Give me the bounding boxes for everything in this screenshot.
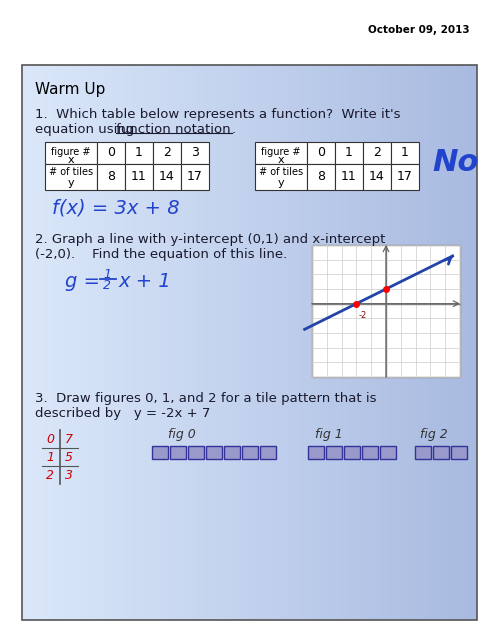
Text: No: No [432, 148, 479, 177]
Bar [260, 446, 276, 459]
Text: 0: 0 [107, 147, 115, 159]
Text: f(x) = 3x + 8: f(x) = 3x + 8 [52, 198, 180, 217]
Bar [153, 164, 181, 190]
Text: fig 1: fig 1 [315, 428, 343, 441]
Text: 0: 0 [46, 433, 54, 446]
Text: 1: 1 [401, 147, 409, 159]
Text: y: y [68, 178, 74, 188]
Bar [307, 142, 335, 164]
Bar [97, 164, 125, 190]
Bar [308, 446, 324, 459]
Text: 2: 2 [103, 279, 111, 292]
Text: 2: 2 [163, 147, 171, 159]
Bar [45, 164, 97, 190]
Text: Warm Up: Warm Up [35, 82, 105, 97]
Text: x: x [68, 155, 74, 165]
Text: # of tiles: # of tiles [49, 167, 93, 177]
Text: 11: 11 [341, 170, 357, 184]
Bar [224, 446, 240, 459]
Text: x + 1: x + 1 [118, 272, 171, 291]
Bar [153, 142, 181, 164]
Text: October 09, 2013: October 09, 2013 [368, 25, 470, 35]
Bar [188, 446, 204, 459]
Text: 3: 3 [65, 469, 73, 482]
Bar [45, 142, 97, 164]
Bar [335, 164, 363, 190]
Bar [451, 446, 467, 459]
Text: function notation: function notation [116, 123, 231, 136]
Bar [335, 142, 363, 164]
Text: 11: 11 [131, 170, 147, 184]
Text: 2. Graph a line with y-intercept (0,1) and x-intercept: 2. Graph a line with y-intercept (0,1) a… [35, 233, 386, 246]
Bar [391, 142, 419, 164]
Bar [363, 164, 391, 190]
Bar [255, 142, 307, 164]
Text: g =: g = [65, 272, 106, 291]
Text: .: . [232, 123, 236, 136]
Text: 1: 1 [103, 268, 111, 281]
Text: y: y [278, 178, 284, 188]
Text: described by   y = -2x + 7: described by y = -2x + 7 [35, 407, 210, 420]
Bar [344, 446, 360, 459]
Bar [391, 164, 419, 190]
Bar [242, 446, 258, 459]
Text: 14: 14 [159, 170, 175, 184]
Text: 8: 8 [317, 170, 325, 184]
Text: fig 2: fig 2 [420, 428, 448, 441]
Bar [22, 65, 477, 620]
Text: figure #: figure # [261, 147, 301, 157]
Bar [380, 446, 396, 459]
Bar [181, 142, 209, 164]
Text: # of tiles: # of tiles [259, 167, 303, 177]
Text: 1: 1 [345, 147, 353, 159]
Bar [170, 446, 186, 459]
Text: 1: 1 [135, 147, 143, 159]
Text: 14: 14 [369, 170, 385, 184]
Text: 0: 0 [317, 147, 325, 159]
Bar [433, 446, 449, 459]
Bar [415, 446, 431, 459]
Bar [125, 142, 153, 164]
Text: (-2,0).    Find the equation of this line.: (-2,0). Find the equation of this line. [35, 248, 287, 261]
Bar [206, 446, 222, 459]
Text: 5: 5 [65, 451, 73, 464]
Bar [152, 446, 168, 459]
Text: 8: 8 [107, 170, 115, 184]
Bar [255, 164, 307, 190]
Text: 17: 17 [397, 170, 413, 184]
Text: equation using: equation using [35, 123, 139, 136]
Bar [363, 142, 391, 164]
Bar [181, 164, 209, 190]
Bar [362, 446, 378, 459]
Text: 1: 1 [46, 451, 54, 464]
Bar [312, 245, 460, 377]
Text: -2: -2 [358, 310, 367, 319]
Text: 7: 7 [65, 433, 73, 446]
Text: 1.  Which table below represents a function?  Write it's: 1. Which table below represents a functi… [35, 108, 400, 121]
Text: 2: 2 [46, 469, 54, 482]
Bar [307, 164, 335, 190]
Text: figure #: figure # [51, 147, 91, 157]
Text: fig 0: fig 0 [168, 428, 196, 441]
Text: 3.  Draw figures 0, 1, and 2 for a tile pattern that is: 3. Draw figures 0, 1, and 2 for a tile p… [35, 392, 377, 405]
Text: 2: 2 [373, 147, 381, 159]
Bar [326, 446, 342, 459]
Text: 3: 3 [191, 147, 199, 159]
Text: x: x [278, 155, 284, 165]
Text: 17: 17 [187, 170, 203, 184]
Bar [97, 142, 125, 164]
Bar [125, 164, 153, 190]
